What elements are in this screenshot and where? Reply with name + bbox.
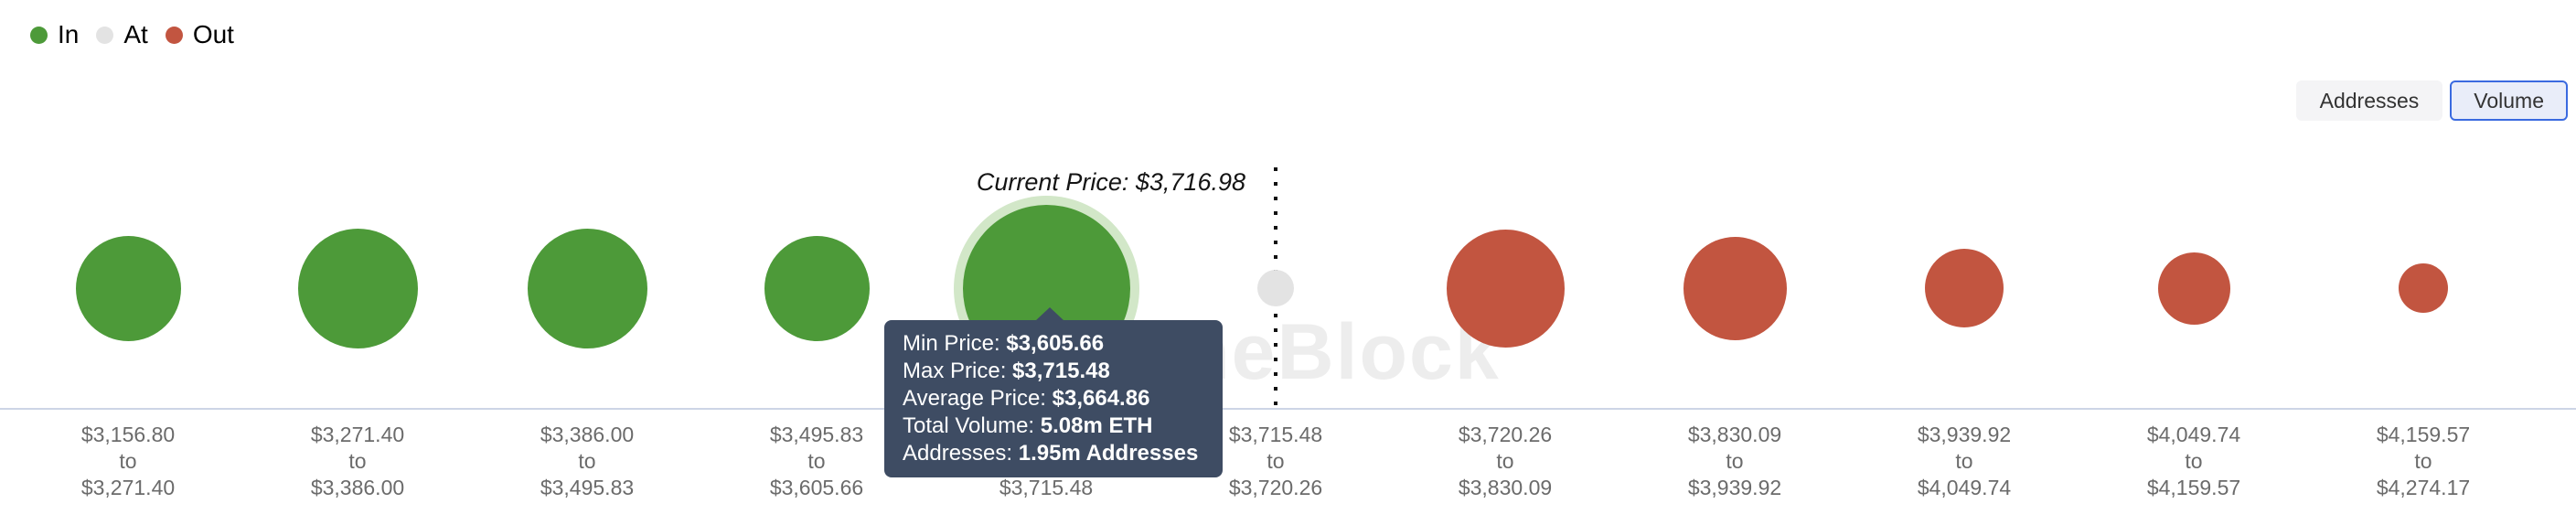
tooltip-row-value: 1.95m Addresses xyxy=(1018,441,1199,466)
x-axis-label: $3,939.92 to $4,049.74 xyxy=(1855,422,2074,501)
x-axis-label: $3,271.40 to $3,386.00 xyxy=(248,422,467,501)
x-axis-label: $3,720.26 to $3,830.09 xyxy=(1395,422,1615,501)
x-axis-label-line: to xyxy=(2185,449,2203,473)
x-axis-label-line: to xyxy=(2414,449,2432,473)
legend-label-at: At xyxy=(123,20,148,48)
chart-bubble-in[interactable] xyxy=(297,228,418,348)
current-price-label: Current Price: $3,716.98 xyxy=(976,168,1245,196)
x-axis-label-line: to xyxy=(1267,449,1285,473)
x-axis-label-line: $3,271.40 xyxy=(80,476,176,499)
x-axis-label: $4,159.57 to $4,274.17 xyxy=(2314,422,2533,501)
x-axis-label: $3,156.80 to $3,271.40 xyxy=(18,422,238,501)
chart-bubble-in[interactable] xyxy=(764,235,870,341)
x-axis-line xyxy=(0,408,2576,410)
chart-bubble-in[interactable] xyxy=(527,228,647,348)
tooltip-row-label: Average Price: xyxy=(903,386,1053,411)
x-axis-label-line: $4,159.57 xyxy=(2376,423,2471,446)
x-axis-label: $3,386.00 to $3,495.83 xyxy=(477,422,697,501)
x-axis-label-line: $3,495.83 xyxy=(540,476,635,499)
x-axis-label-line: to xyxy=(1726,449,1744,473)
x-axis-label: $4,049.74 to $4,159.57 xyxy=(2084,422,2303,501)
x-axis-label-line: $4,159.57 xyxy=(2146,476,2241,499)
x-axis-label-line: to xyxy=(348,449,367,473)
x-axis-label-line: $3,939.92 xyxy=(1687,476,1782,499)
in-dot-icon xyxy=(30,26,48,44)
x-axis-label-line: $3,830.09 xyxy=(1687,423,1782,446)
tooltip-row: Max Price: $3,715.48 xyxy=(903,358,1204,385)
legend-item-in[interactable]: In xyxy=(30,22,79,48)
out-dot-icon xyxy=(165,26,183,44)
x-axis-label-line: to xyxy=(807,449,826,473)
x-axis-label-line: $4,049.74 xyxy=(2146,423,2241,446)
x-axis-label-line: $3,715.48 xyxy=(999,476,1094,499)
x-axis-label-line: $4,274.17 xyxy=(2376,476,2471,499)
x-axis-label-line: $3,386.00 xyxy=(310,476,405,499)
tooltip-row-label: Addresses: xyxy=(903,441,1019,466)
legend-item-at[interactable]: At xyxy=(96,20,148,48)
x-axis-label-line: to xyxy=(1496,449,1514,473)
chart-bubble-out[interactable] xyxy=(2157,252,2230,325)
x-axis-label-line: $3,271.40 xyxy=(310,423,405,446)
x-axis-label-line: $3,720.26 xyxy=(1458,423,1553,446)
x-axis-label-line: $3,495.83 xyxy=(769,423,864,446)
x-axis-label-line: $3,720.26 xyxy=(1228,476,1323,499)
legend-label-out: Out xyxy=(192,20,234,48)
tooltip-row: Min Price: $3,605.66 xyxy=(903,330,1204,358)
x-axis-label-line: $3,830.09 xyxy=(1458,476,1553,499)
tooltip-row-value: 5.08m ETH xyxy=(1040,413,1153,438)
x-axis-label-line: $3,156.80 xyxy=(80,423,176,446)
x-axis-label-line: to xyxy=(1955,449,1973,473)
tooltip-row: Total Volume: 5.08m ETH xyxy=(903,412,1204,440)
x-axis-label-line: $3,386.00 xyxy=(540,423,635,446)
tooltip-row-value: $3,605.66 xyxy=(1006,331,1105,356)
chart-bubble-in[interactable] xyxy=(75,235,181,341)
x-axis-label-line: to xyxy=(119,449,137,473)
tooltip-row-value: $3,715.48 xyxy=(1012,359,1110,383)
chart-bubble-out[interactable] xyxy=(1683,236,1787,340)
legend: In At Out xyxy=(30,22,234,48)
chart-bubble-out[interactable] xyxy=(2399,263,2448,313)
bubble-tooltip: Min Price: $3,605.66 Max Price: $3,715.48… xyxy=(884,307,1223,477)
at-dot-icon xyxy=(96,26,114,44)
chart-bubble-at[interactable] xyxy=(1257,270,1294,306)
x-axis-label-line: $3,605.66 xyxy=(769,476,864,499)
chart-bubble-out[interactable] xyxy=(1446,229,1565,348)
legend-label-in: In xyxy=(58,20,80,48)
x-axis-label: $3,495.83 to $3,605.66 xyxy=(707,422,926,501)
x-axis-label-line: $3,939.92 xyxy=(1917,423,2012,446)
tooltip-row-label: Total Volume: xyxy=(903,413,1041,438)
tooltip-row: Addresses: 1.95m Addresses xyxy=(903,440,1204,467)
tooltip-row-label: Max Price: xyxy=(903,359,1013,383)
tooltip-row-value: $3,664.86 xyxy=(1052,386,1150,411)
tooltip-row: Average Price: $3,664.86 xyxy=(903,385,1204,412)
tooltip-row-label: Min Price: xyxy=(903,331,1007,356)
chart-bubble-out[interactable] xyxy=(1925,249,2004,327)
addresses-button[interactable]: Addresses xyxy=(2295,80,2443,121)
legend-item-out[interactable]: Out xyxy=(165,20,234,48)
x-axis-label-line: $4,049.74 xyxy=(1917,476,2012,499)
x-axis-label-line: to xyxy=(578,449,596,473)
x-axis-label: $3,715.48 to $3,720.26 xyxy=(1166,422,1385,501)
view-toggle: Addresses Volume xyxy=(2295,80,2568,121)
x-axis-label-line: $3,715.48 xyxy=(1228,423,1323,446)
volume-button[interactable]: Volume xyxy=(2450,80,2568,121)
x-axis-label: $3,830.09 to $3,939.92 xyxy=(1625,422,1844,501)
